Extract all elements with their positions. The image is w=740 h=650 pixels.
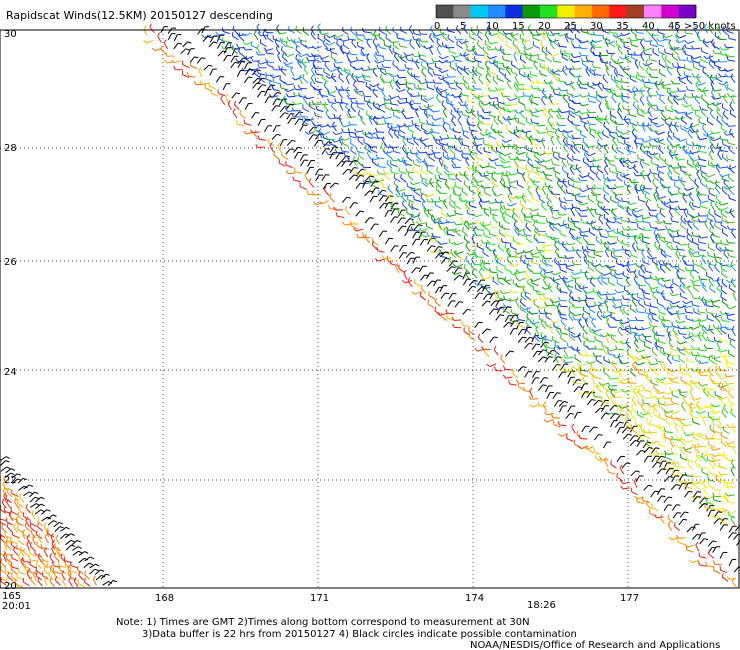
legend-swatch [592, 5, 610, 18]
legend-swatch [574, 5, 593, 18]
legend-swatch [678, 5, 697, 18]
map-title: Rapidscat Winds(12.5KM) 20150127 descend… [6, 9, 273, 22]
lat-label-22: 22 [4, 475, 17, 486]
lon-label-165: 165 [2, 591, 21, 602]
lat-label-20: 20 [4, 581, 17, 592]
time-label-left: 20:01 [2, 601, 31, 612]
note-line-2: 3)Data buffer is 22 hrs from 20150127 4)… [142, 629, 577, 640]
legend-label: 10 [486, 21, 499, 32]
lon-label-168: 168 [155, 593, 174, 604]
lat-label-28: 28 [4, 143, 17, 154]
legend-swatch [626, 5, 645, 18]
legend-swatch [436, 5, 454, 18]
legend-label: 35 [616, 21, 629, 32]
grid-lines [0, 30, 739, 588]
legend-label: 15 [512, 21, 525, 32]
note-line-1: Note: 1) Times are GMT 2)Times along bot… [116, 617, 530, 628]
wind-barbs [0, 22, 740, 588]
legend-label: 0 [434, 21, 440, 32]
legend-label: 25 [564, 21, 577, 32]
legend-swatch [644, 5, 662, 18]
legend-swatch [488, 5, 506, 18]
lon-label-174: 174 [465, 593, 484, 604]
legend-swatch [609, 5, 627, 18]
lon-label-177: 177 [620, 593, 639, 604]
time-label-right: 18:26 [527, 600, 556, 611]
lat-label-24: 24 [4, 367, 17, 378]
legend-swatch [661, 5, 679, 18]
legend-swatch [505, 5, 523, 18]
legend-label: 30 [590, 21, 603, 32]
legend-swatch [557, 5, 575, 18]
color-legend: 0 5 10 15 20 25 30 35 40 45 >50 knots [434, 4, 736, 32]
legend-label: 20 [538, 21, 551, 32]
legend-swatch [470, 5, 489, 18]
legend-swatch [522, 5, 541, 18]
legend-label: 40 [642, 21, 655, 32]
legend-swatch [453, 5, 471, 18]
lat-label-30: 30 [4, 29, 17, 40]
lat-label-26: 26 [4, 257, 17, 268]
lon-label-171: 171 [310, 593, 329, 604]
note-line-3: NOAA/NESDIS/Office of Research and Appli… [470, 640, 720, 650]
map-frame [0, 29, 740, 589]
legend-swatch [540, 5, 558, 18]
legend-label: 45 [668, 21, 681, 32]
legend-label: 5 [460, 21, 466, 32]
